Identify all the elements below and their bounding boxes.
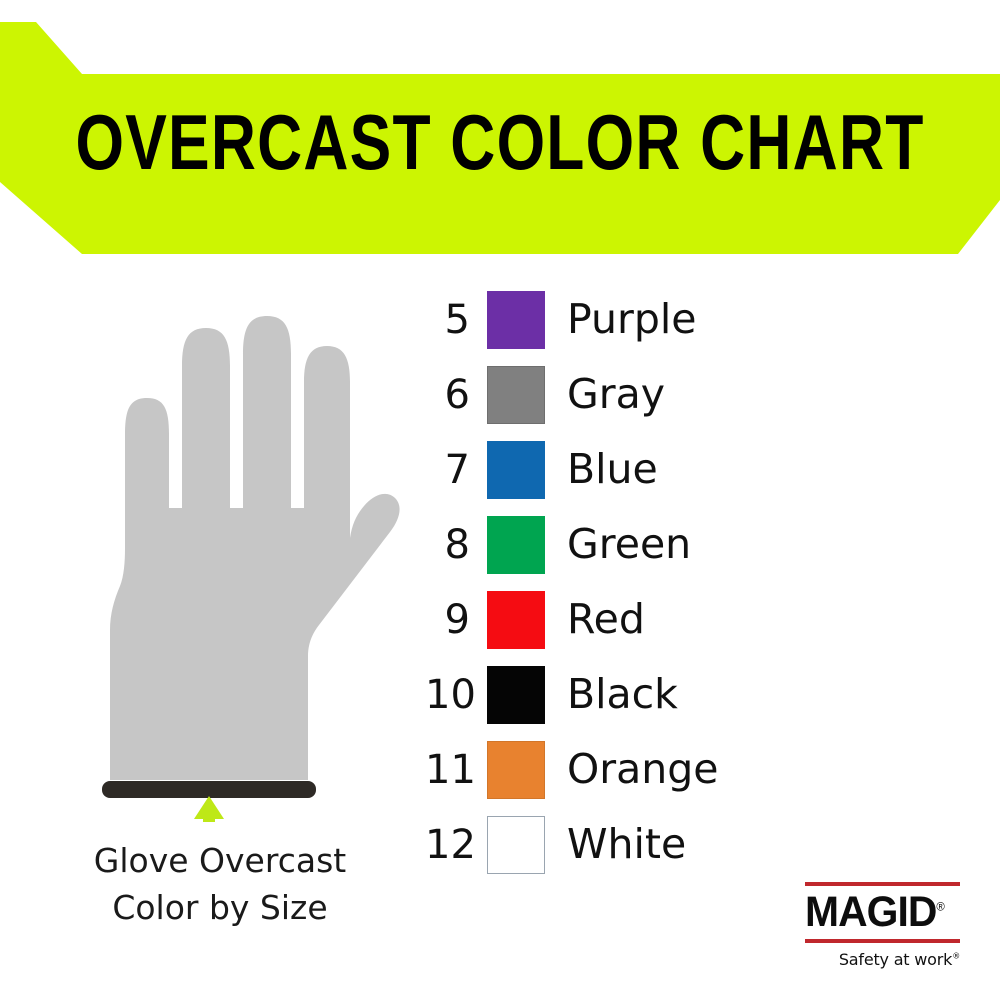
- page-title: OVERCAST COLOR CHART: [75, 98, 925, 186]
- legend-color-name: Red: [567, 595, 645, 643]
- legend-row-size-11: 11 Orange: [425, 732, 825, 807]
- legend-row-size-5: 5 Purple: [425, 282, 825, 357]
- legend-size-label: 11: [425, 746, 476, 793]
- legend-row-size-8: 8 Green: [425, 507, 825, 582]
- logo-wordmark-text: MAGID: [805, 888, 937, 936]
- glove-svg: [102, 316, 400, 822]
- magid-logo: MAGID® Safety at work®: [805, 882, 960, 969]
- legend-color-swatch: [487, 740, 545, 799]
- legend-color-swatch: [487, 290, 545, 349]
- legend-color-swatch: [487, 440, 545, 499]
- registered-trademark-icon: ®: [936, 899, 944, 914]
- legend-row-size-10: 10 Black: [425, 657, 825, 732]
- legend-size-label: 12: [425, 821, 476, 868]
- legend-row-size-6: 6 Gray: [425, 357, 825, 432]
- legend-color-swatch: [487, 515, 545, 574]
- legend-size-label: 6: [444, 371, 470, 418]
- glove-caption-line-2: Color by Size: [112, 887, 328, 927]
- tagline-registered-icon: ®: [952, 951, 960, 961]
- legend-size-label: 10: [425, 671, 476, 718]
- legend-size-label: 5: [444, 296, 470, 343]
- legend-color-swatch: [487, 365, 545, 424]
- legend-color-name: Gray: [567, 370, 666, 418]
- legend-color-name: Blue: [567, 445, 658, 493]
- legend-color-name: White: [567, 820, 687, 868]
- up-arrow-icon: [194, 796, 224, 822]
- legend-color-swatch: [487, 665, 545, 724]
- legend-color-name: Green: [567, 520, 692, 568]
- logo-tagline: Safety at work®: [805, 943, 960, 969]
- glove-body-shape: [110, 316, 400, 780]
- glove-cuff-bar: [102, 781, 316, 798]
- legend-color-name: Black: [567, 670, 678, 718]
- legend-size-label: 9: [444, 596, 470, 643]
- logo-wordmark: MAGID®: [805, 886, 952, 939]
- header-banner: OVERCAST COLOR CHART: [0, 22, 1000, 254]
- glove-illustration: [30, 262, 410, 822]
- legend-color-name: Orange: [567, 745, 719, 793]
- legend-size-label: 7: [444, 446, 470, 493]
- legend-row-size-7: 7 Blue: [425, 432, 825, 507]
- glove-caption: Glove Overcast Color by Size: [10, 838, 430, 932]
- legend-color-name: Purple: [567, 295, 697, 343]
- legend-color-swatch: [487, 590, 545, 649]
- banner-shape: [0, 22, 1000, 254]
- color-legend-list: 5 Purple 6 Gray 7 Blue 8 Green 9 Red 10: [425, 282, 825, 882]
- legend-row-size-9: 9 Red: [425, 582, 825, 657]
- logo-rule-bottom: [805, 938, 960, 943]
- legend-color-swatch: [487, 815, 545, 874]
- logo-rule-top: [805, 882, 960, 886]
- logo-tagline-text: Safety at work: [838, 949, 953, 969]
- glove-caption-line-1: Glove Overcast: [93, 841, 347, 880]
- legend-row-size-12: 12 White: [425, 807, 825, 882]
- legend-size-label: 8: [444, 521, 470, 568]
